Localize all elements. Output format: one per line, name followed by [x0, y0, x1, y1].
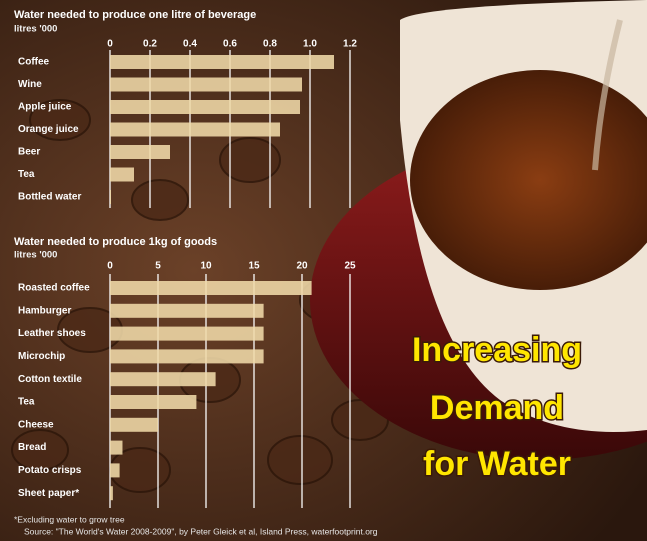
bar	[110, 145, 170, 159]
x-tick-label: 0.4	[183, 39, 197, 50]
bar	[110, 440, 123, 455]
category-label: Bottled water	[18, 192, 81, 203]
bar	[110, 281, 312, 295]
category-label: Bread	[18, 442, 46, 453]
category-label: Leather shoes	[18, 328, 86, 339]
bar	[110, 395, 197, 409]
category-label: Roasted coffee	[18, 283, 90, 294]
chart-title: Water needed to produce 1kg of goods	[14, 236, 217, 248]
category-label: Tea	[18, 397, 35, 408]
bar	[110, 486, 113, 501]
x-tick-label: 1.2	[343, 39, 357, 50]
x-tick-label: 0.8	[263, 39, 277, 50]
x-tick-label: 25	[344, 261, 356, 272]
bar	[110, 122, 280, 137]
bar	[110, 190, 111, 204]
x-tick-label: 1.0	[303, 39, 317, 50]
x-tick-label: 10	[200, 261, 212, 272]
headline: for Water	[423, 445, 571, 483]
bar	[110, 303, 264, 318]
coffee-cup	[310, 0, 647, 460]
x-tick-label: 15	[248, 261, 260, 272]
charts: Water needed to produce one litre of bev…	[14, 9, 378, 536]
x-tick-label: 0.2	[143, 39, 157, 50]
headline: Demand	[430, 389, 564, 427]
bar	[110, 167, 134, 182]
category-label: Sheet paper*	[18, 488, 79, 499]
category-label: Orange juice	[18, 124, 79, 135]
x-tick-label: 0	[107, 39, 113, 50]
category-label: Potato crisps	[18, 465, 82, 476]
x-tick-label: 5	[155, 261, 161, 272]
source: Source: "The World's Water 2008-2009", b…	[24, 526, 378, 536]
axis-unit: litres '000	[14, 24, 57, 35]
x-tick-label: 0.6	[223, 39, 237, 50]
category-label: Cotton textile	[18, 374, 82, 385]
chart-title: Water needed to produce one litre of bev…	[14, 9, 256, 21]
bar	[110, 463, 120, 478]
category-label: Hamburger	[18, 305, 71, 316]
bar	[110, 417, 158, 432]
bar	[110, 100, 300, 114]
x-tick-label: 0	[107, 261, 113, 272]
axis-unit: litres '000	[14, 250, 57, 261]
category-label: Apple juice	[18, 102, 72, 113]
bar	[110, 372, 216, 387]
footnote: *Excluding water to grow tree	[14, 514, 125, 524]
x-tick-label: 20	[296, 261, 308, 272]
category-label: Microchip	[18, 351, 65, 362]
bar	[110, 77, 302, 92]
bar	[110, 55, 334, 69]
headline: Increasing	[412, 331, 582, 369]
category-label: Wine	[18, 79, 42, 90]
bar	[110, 326, 264, 341]
category-label: Tea	[18, 169, 35, 180]
category-label: Beer	[18, 147, 40, 158]
category-label: Coffee	[18, 57, 50, 68]
category-label: Cheese	[18, 419, 54, 430]
bar	[110, 349, 264, 364]
